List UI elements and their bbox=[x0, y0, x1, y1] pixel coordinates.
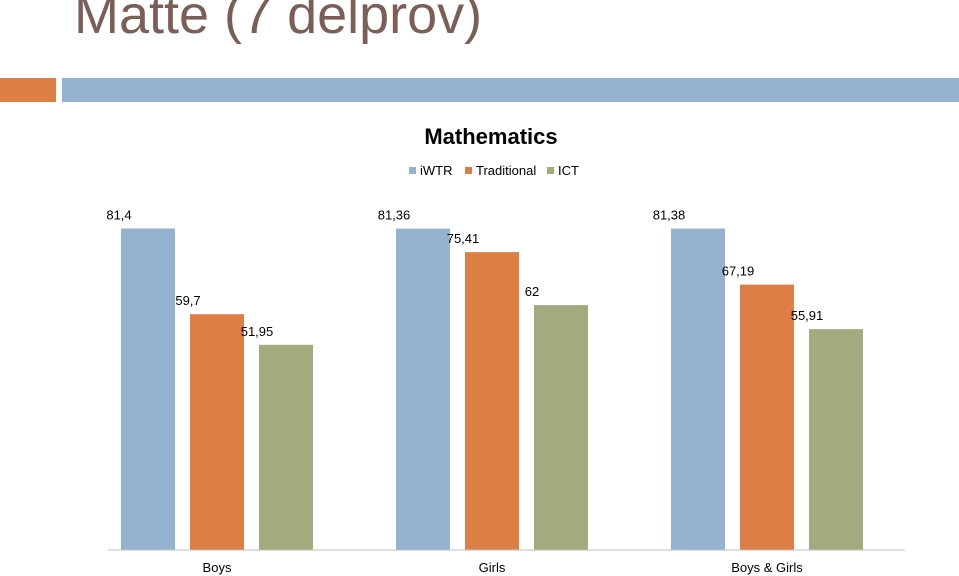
bar-iwtr-2 bbox=[671, 228, 725, 550]
chart-legend: iWTR Traditional ICT bbox=[409, 163, 579, 178]
value-label: 75,41 bbox=[447, 231, 480, 246]
value-label: 55,91 bbox=[791, 308, 824, 323]
legend-swatch-traditional bbox=[465, 167, 472, 174]
value-label: 59,7 bbox=[175, 293, 200, 308]
value-label: 67,19 bbox=[722, 264, 755, 279]
bar-iwtr-1 bbox=[396, 228, 450, 550]
value-label: 62 bbox=[525, 284, 539, 299]
header-bar bbox=[62, 78, 959, 102]
value-label: 81,38 bbox=[653, 208, 686, 223]
slide-title: Matte (7 delprov) bbox=[74, 0, 483, 45]
bar-ict-2 bbox=[809, 329, 863, 550]
chart-title: Mathematics bbox=[424, 124, 557, 149]
bar-chart: Mathematics iWTR Traditional ICT 81,4 59,7 5… bbox=[106, 124, 905, 575]
value-label: 51,95 bbox=[241, 324, 274, 339]
legend-label-ict: ICT bbox=[558, 163, 579, 178]
category-labels-group: Boys Girls Boys & Girls bbox=[203, 560, 804, 575]
bar-traditional-2 bbox=[740, 284, 794, 550]
bar-traditional-0 bbox=[190, 314, 244, 550]
value-labels-group: 81,4 59,7 51,95 81,36 75,41 62 81,38 67,19 55,91 bbox=[106, 207, 823, 338]
legend-swatch-iwtr bbox=[409, 167, 416, 174]
bar-traditional-1 bbox=[465, 252, 519, 550]
legend-label-iwtr: iWTR bbox=[420, 163, 453, 178]
legend-swatch-ict bbox=[547, 167, 554, 174]
bar-ict-1 bbox=[534, 305, 588, 550]
bar-iwtr-0 bbox=[121, 228, 175, 550]
value-label: 81,4 bbox=[106, 207, 131, 222]
legend-label-traditional: Traditional bbox=[476, 163, 536, 178]
accent-square bbox=[0, 78, 56, 102]
category-label: Boys bbox=[203, 560, 232, 575]
category-label: Girls bbox=[479, 560, 506, 575]
category-label: Boys & Girls bbox=[731, 560, 803, 575]
bar-ict-0 bbox=[259, 344, 313, 550]
bars-group bbox=[121, 228, 863, 550]
value-label: 81,36 bbox=[378, 208, 411, 223]
